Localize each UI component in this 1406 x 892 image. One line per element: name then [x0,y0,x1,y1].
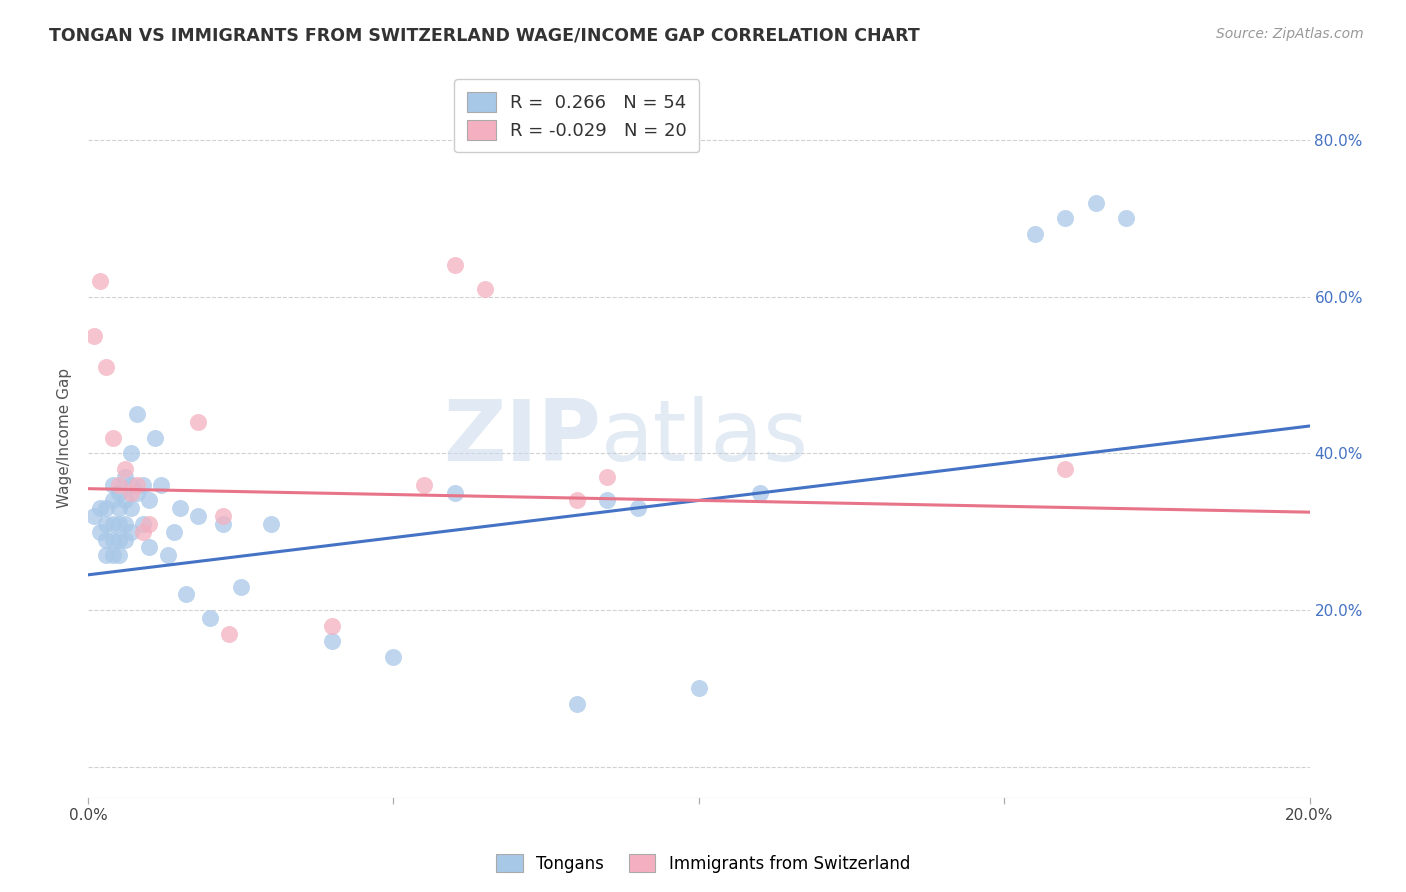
Point [107,516,129,531]
Point [125,477,148,491]
Point [101,548,124,562]
Point [96,501,118,516]
Point [89,524,111,539]
Point [229,580,252,594]
Point [150,477,173,491]
Point [1115,211,1137,226]
Point [321,619,343,633]
Point [596,493,619,508]
Point [260,516,283,531]
Point [101,431,124,445]
Point [89,274,111,288]
Point [138,516,160,531]
Point [107,501,129,516]
Point [114,516,136,531]
Text: Source: ZipAtlas.com: Source: ZipAtlas.com [1216,27,1364,41]
Point [627,501,650,516]
Point [132,524,155,539]
Point [1024,227,1046,241]
Point [114,470,136,484]
Point [1054,211,1077,226]
Point [101,533,124,547]
Point [1084,195,1107,210]
Point [218,626,240,640]
Point [96,360,118,375]
Point [120,446,142,460]
Point [143,431,166,445]
Legend: Tongans, Immigrants from Switzerland: Tongans, Immigrants from Switzerland [489,847,917,880]
Point [163,524,186,539]
Point [688,681,710,696]
Point [101,477,124,491]
Point [187,509,209,524]
Point [211,509,233,524]
Point [156,548,179,562]
Text: atlas: atlas [602,396,808,479]
Point [101,493,124,508]
Point [125,485,148,500]
Point [596,470,619,484]
Point [565,493,588,508]
Point [382,650,405,665]
Point [107,533,129,547]
Point [96,516,118,531]
Point [107,548,129,562]
Point [413,477,436,491]
Point [83,329,105,343]
Point [132,477,155,491]
Point [138,541,160,555]
Point [120,501,142,516]
Point [474,282,496,296]
Point [107,485,129,500]
Legend: R =  0.266   N = 54, R = -0.029   N = 20: R = 0.266 N = 54, R = -0.029 N = 20 [454,79,699,153]
Point [321,634,343,648]
Point [120,477,142,491]
Point [107,477,129,491]
Point [748,485,770,500]
Point [89,501,111,516]
Point [443,485,465,500]
Point [169,501,191,516]
Point [96,548,118,562]
Point [565,697,588,711]
Point [125,407,148,421]
Point [114,533,136,547]
Point [200,611,222,625]
Point [187,415,209,429]
Point [132,516,155,531]
Point [101,516,124,531]
Y-axis label: Wage/Income Gap: Wage/Income Gap [58,368,72,508]
Point [1054,462,1077,476]
Point [114,493,136,508]
Point [211,516,233,531]
Point [138,493,160,508]
Point [443,259,465,273]
Text: ZIP: ZIP [443,396,602,479]
Point [83,509,105,524]
Point [96,533,118,547]
Point [120,485,142,500]
Point [174,587,197,601]
Point [120,524,142,539]
Text: TONGAN VS IMMIGRANTS FROM SWITZERLAND WAGE/INCOME GAP CORRELATION CHART: TONGAN VS IMMIGRANTS FROM SWITZERLAND WA… [49,27,920,45]
Point [114,462,136,476]
